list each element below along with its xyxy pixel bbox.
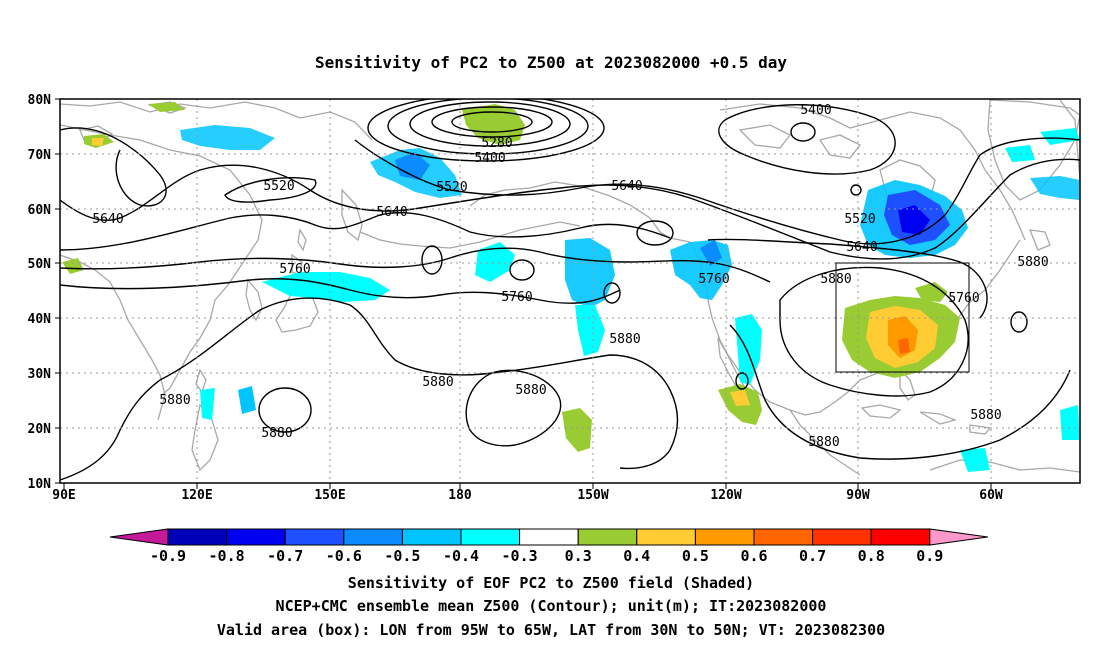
figure-title: Sensitivity of PC2 to Z500 at 2023082000… (315, 53, 787, 72)
valid-area-box (835, 262, 970, 373)
contour-label: 5640 (92, 212, 123, 227)
contour-label: 5640 (846, 240, 877, 255)
lat-tick-label: 20N (28, 422, 52, 437)
colorbar-swatch (870, 528, 931, 546)
colorbar-tick-label: -0.8 (209, 547, 245, 565)
lat-tick-label: 30N (28, 367, 52, 382)
lon-tick-label: 60W (979, 488, 1003, 503)
colorbar-swatch (694, 528, 755, 546)
contour-label: 5520 (436, 180, 467, 195)
contour-label-5880-gulf: 5880 (808, 435, 839, 450)
lon-tick-label: 120E (181, 488, 212, 503)
lon-tick-label: 180 (448, 488, 472, 503)
colorbar-tick-label: -0.3 (502, 547, 538, 565)
contour-label: 5880 (159, 393, 190, 408)
contour-label: 5880 (820, 272, 851, 287)
contour-label: 5880 (515, 383, 546, 398)
colorbar-swatch (577, 528, 638, 546)
contour-label: 5640 (376, 205, 407, 220)
lat-tick-label: 10N (28, 477, 52, 492)
lon-tick-label: 90W (846, 488, 870, 503)
colorbar-swatch (636, 528, 696, 546)
colorbar-swatch (401, 528, 462, 546)
lat-axis: 80N 70N 60N 50N 40N 30N 20N 10N (28, 93, 60, 492)
lat-tick-label: 60N (28, 203, 52, 218)
lon-axis: 90E 120E 150E 180 150W 120W 90W 60W (52, 483, 1003, 503)
colorbar-tick-label: 0.3 (565, 547, 592, 565)
colorbar (109, 528, 988, 546)
colorbar-min-triangle (109, 528, 169, 546)
colorbar-swatch (753, 528, 814, 546)
contour-label: 5760 (501, 290, 532, 305)
colorbar-swatch (812, 528, 872, 546)
contour-labels: 5400 5280 5400 5520 5520 5640 5640 5640 … (92, 103, 1048, 450)
caption-line-2: NCEP+CMC ensemble mean Z500 (Contour); u… (276, 597, 827, 615)
colorbar-tick-label: -0.7 (267, 547, 303, 565)
colorbar-swatch (343, 528, 403, 546)
map-panel: 5400 5280 5400 5520 5520 5640 5640 5640 … (28, 93, 1081, 503)
contour-label: 5880 (261, 426, 292, 441)
contour-label: 5280 (481, 136, 512, 151)
contour-label: 5400 (800, 103, 831, 118)
lon-tick-label: 90E (52, 488, 75, 503)
colorbar-swatch (167, 528, 228, 546)
colorbar-tick-label: 0.8 (858, 547, 885, 565)
contour-label: 5520 (263, 179, 294, 194)
colorbar-tick-label: 0.7 (799, 547, 826, 565)
contour-label: 5880 (609, 332, 640, 347)
lat-tick-label: 80N (28, 93, 52, 108)
contour-label: 5760 (698, 272, 729, 287)
colorbar-tick-label: 0.9 (916, 547, 943, 565)
contour-label: 5520 (844, 212, 875, 227)
colorbar-swatch (226, 528, 286, 546)
colorbar-max-triangle (929, 528, 988, 546)
caption-line-1: Sensitivity of EOF PC2 to Z500 field (Sh… (348, 574, 754, 592)
contour-label: 5760 (279, 262, 310, 277)
contour-label: 5880 (970, 408, 1001, 423)
colorbar-tick-label: 0.4 (623, 547, 650, 565)
sensitivity-shading (62, 102, 1080, 472)
lon-tick-label: 150E (314, 488, 345, 503)
contour-label: 5880 (1017, 255, 1048, 270)
lat-tick-label: 40N (28, 312, 52, 327)
colorbar-swatch (284, 528, 345, 546)
colorbar-swatch (519, 528, 579, 546)
caption-line-3: Valid area (box): LON from 95W to 65W, L… (217, 621, 885, 639)
contour-label: 5760 (948, 291, 979, 306)
caption: Sensitivity of EOF PC2 to Z500 field (Sh… (217, 574, 885, 639)
lat-tick-label: 70N (28, 148, 52, 163)
colorbar-labels: -0.9 -0.8 -0.7 -0.6 -0.5 -0.4 -0.3 0.3 0.4 0.5 0.6… (150, 547, 943, 565)
colorbar-tick-label: 0.6 (740, 547, 767, 565)
graticule (60, 99, 1080, 483)
contour-label: 5880 (422, 375, 453, 390)
contour-label: 5640 (611, 179, 642, 194)
lon-tick-label: 150W (577, 488, 608, 503)
colorbar-swatch (460, 528, 521, 546)
colorbar-tick-label: -0.9 (150, 547, 186, 565)
colorbar-tick-label: -0.4 (443, 547, 479, 565)
colorbar-tick-label: -0.5 (384, 547, 420, 565)
colorbar-tick-label: 0.5 (682, 547, 709, 565)
lat-tick-label: 50N (28, 257, 52, 272)
colorbar-tick-label: -0.6 (326, 547, 362, 565)
contour-label: 5400 (474, 151, 505, 166)
lon-tick-label: 120W (710, 488, 741, 503)
